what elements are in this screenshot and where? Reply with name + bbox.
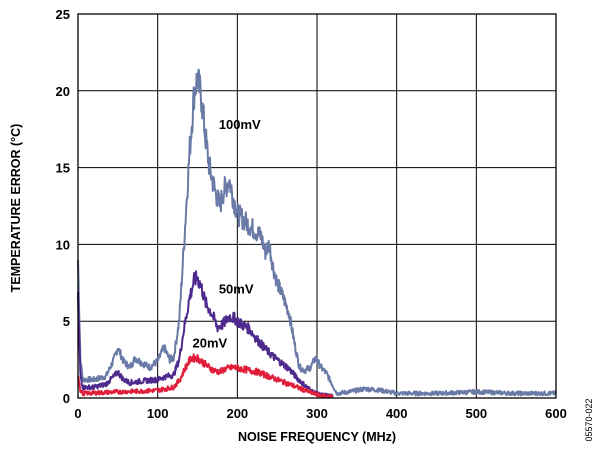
x-axis-title: NOISE FREQUENCY (MHz) — [238, 430, 396, 444]
x-tick-labels: 0 100 200 300 400 500 600 — [74, 406, 566, 421]
series-line-50mV — [77, 270, 334, 399]
y-tick-label: 5 — [63, 314, 70, 329]
x-tick-label: 200 — [226, 406, 248, 421]
x-tick-label: 100 — [147, 406, 169, 421]
y-tick-label: 10 — [56, 237, 70, 252]
x-tick-label: 300 — [306, 406, 328, 421]
series-layer — [77, 68, 557, 399]
x-tick-label: 0 — [74, 406, 81, 421]
y-tick-label: 20 — [56, 84, 70, 99]
series-label: 20mV — [193, 335, 228, 350]
grid-lines — [77, 13, 557, 399]
plot-frame — [77, 13, 557, 399]
series-labels: 100mV 50mV 20mV — [193, 117, 262, 350]
y-tick-label: 25 — [56, 7, 70, 22]
x-tick-label: 400 — [386, 406, 408, 421]
x-tick-label: 500 — [465, 406, 487, 421]
series-label: 50mV — [219, 282, 254, 297]
y-tick-label: 0 — [63, 391, 70, 406]
series-label: 100mV — [219, 117, 261, 132]
x-tick-label: 600 — [545, 406, 567, 421]
y-tick-labels: 0 5 10 15 20 25 — [56, 7, 70, 406]
series-line-100mV — [77, 68, 557, 397]
y-axis-title: TEMPERATURE ERROR (°C) — [9, 124, 23, 293]
series-line-20mV — [77, 353, 334, 399]
y-tick-label: 15 — [56, 161, 70, 176]
figure-id: 05570-022 — [584, 398, 594, 441]
